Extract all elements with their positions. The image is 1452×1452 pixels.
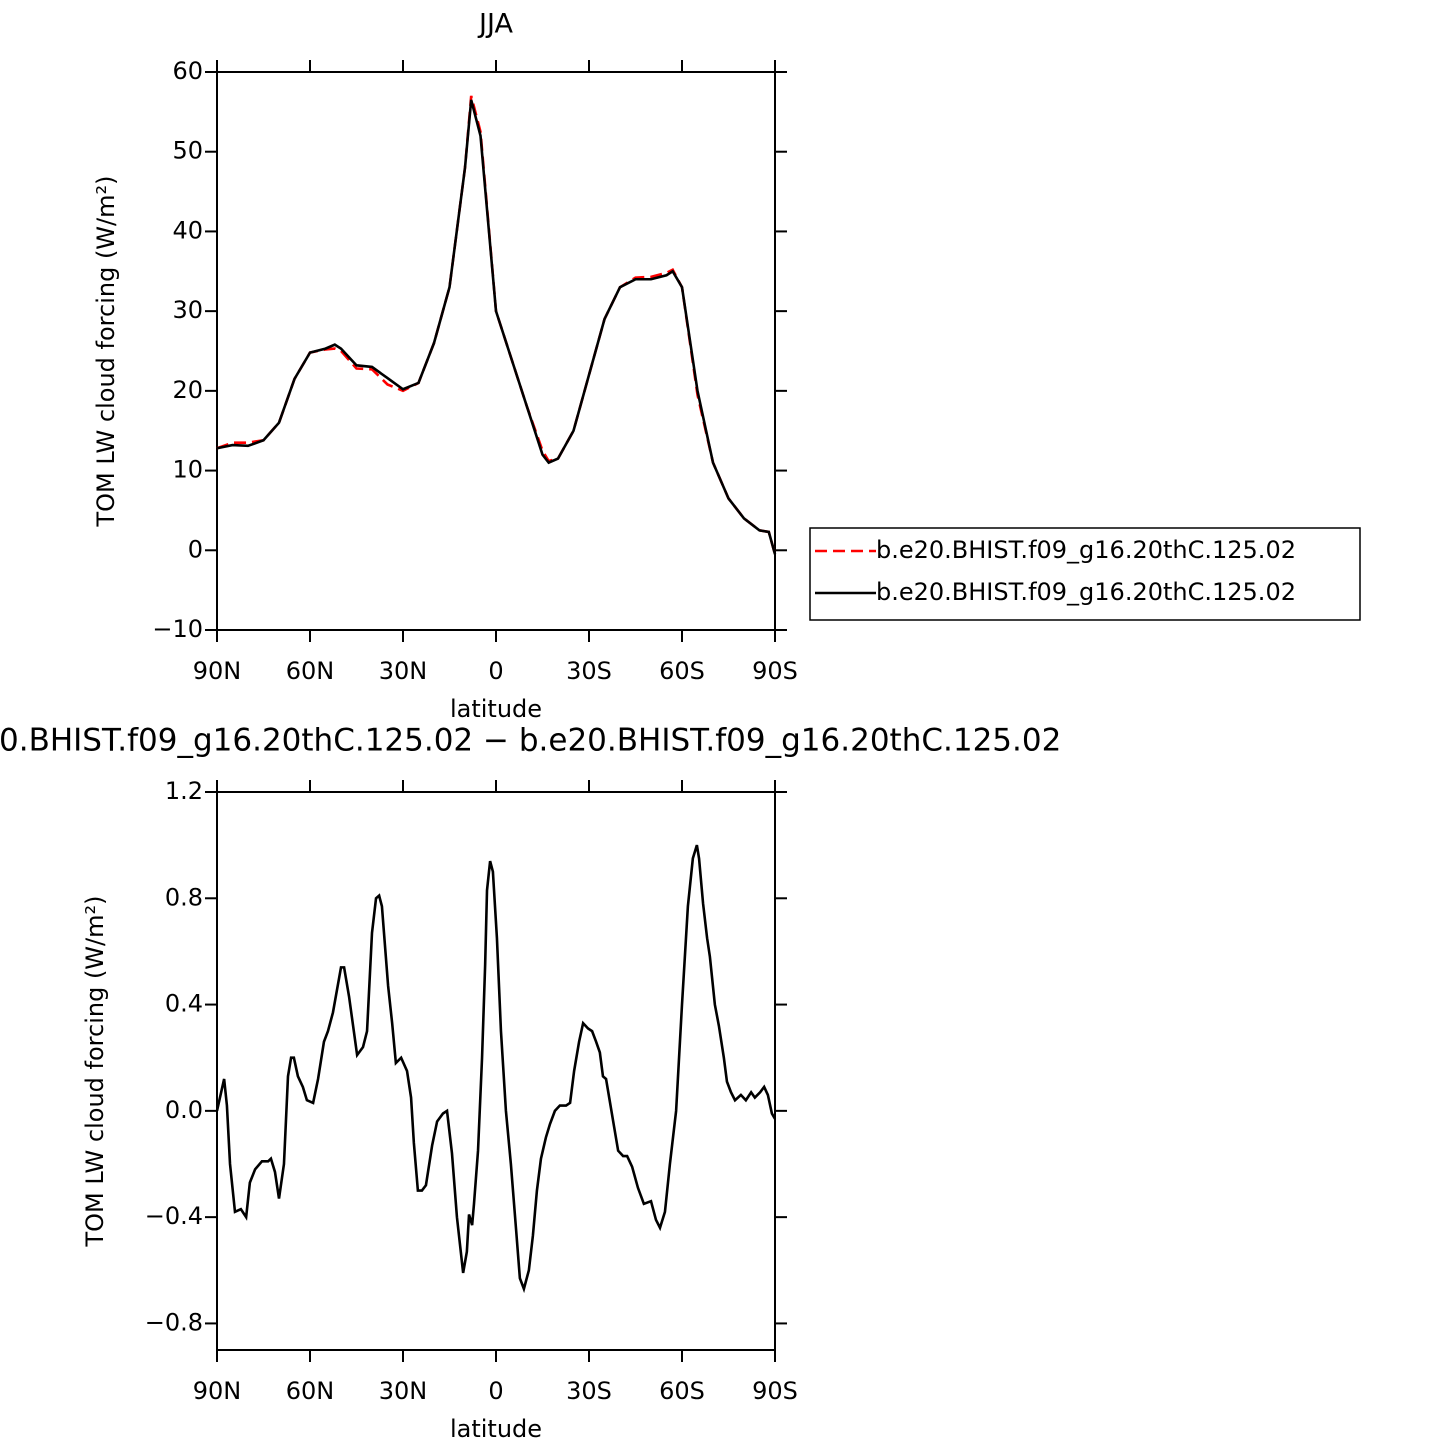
- y-tick-label: 10: [172, 456, 203, 484]
- y-tick-label: 30: [172, 296, 203, 324]
- y-tick-label: −10: [152, 615, 203, 643]
- x-tick-label: 0: [488, 657, 503, 685]
- y-axis-label: TOM LW cloud forcing (W/m²): [81, 896, 109, 1248]
- y-axis-label: TOM LW cloud forcing (W/m²): [92, 176, 120, 528]
- legend-box: [809, 527, 1361, 621]
- data-line: [216, 99, 777, 555]
- x-tick-label: 90N: [193, 1377, 242, 1405]
- y-tick-label: 50: [172, 137, 203, 165]
- x-tick-label: 0: [488, 1377, 503, 1405]
- x-tick-label: 30N: [379, 1377, 428, 1405]
- x-tick-label: 90S: [752, 1377, 798, 1405]
- y-tick-label: 0.8: [165, 883, 203, 911]
- x-tick-label: 30S: [566, 657, 612, 685]
- y-tick-label: 0.0: [165, 1096, 203, 1124]
- x-tick-label: 30N: [379, 657, 428, 685]
- x-tick-label: 90S: [752, 657, 798, 685]
- y-tick-label: 0.4: [165, 990, 203, 1018]
- data-line: [216, 95, 777, 555]
- x-tick-label: 90N: [193, 657, 242, 685]
- y-tick-label: 20: [172, 376, 203, 404]
- y-tick-label: 60: [172, 57, 203, 85]
- x-tick-label: 60S: [659, 657, 705, 685]
- x-tick-label: 60N: [286, 657, 335, 685]
- data-line: [215, 844, 777, 1294]
- chart-title: JJA: [477, 9, 513, 40]
- y-tick-label: 0: [188, 535, 203, 563]
- chart-title: b.e20.BHIST.f09_g16.20thC.125.02 − b.e20…: [0, 723, 1061, 759]
- y-tick-label: −0.8: [145, 1308, 203, 1336]
- x-tick-label: 60S: [659, 1377, 705, 1405]
- x-tick-label: 60N: [286, 1377, 335, 1405]
- legend-label: b.e20.BHIST.f09_g16.20thC.125.02: [876, 578, 1296, 606]
- x-axis-label: latitude: [450, 1415, 542, 1443]
- legend-label: b.e20.BHIST.f09_g16.20thC.125.02: [876, 536, 1296, 564]
- y-tick-label: −0.4: [145, 1202, 203, 1230]
- x-tick-label: 30S: [566, 1377, 612, 1405]
- y-tick-label: 40: [172, 216, 203, 244]
- x-axis-label: latitude: [450, 695, 542, 723]
- y-tick-label: 1.2: [165, 777, 203, 805]
